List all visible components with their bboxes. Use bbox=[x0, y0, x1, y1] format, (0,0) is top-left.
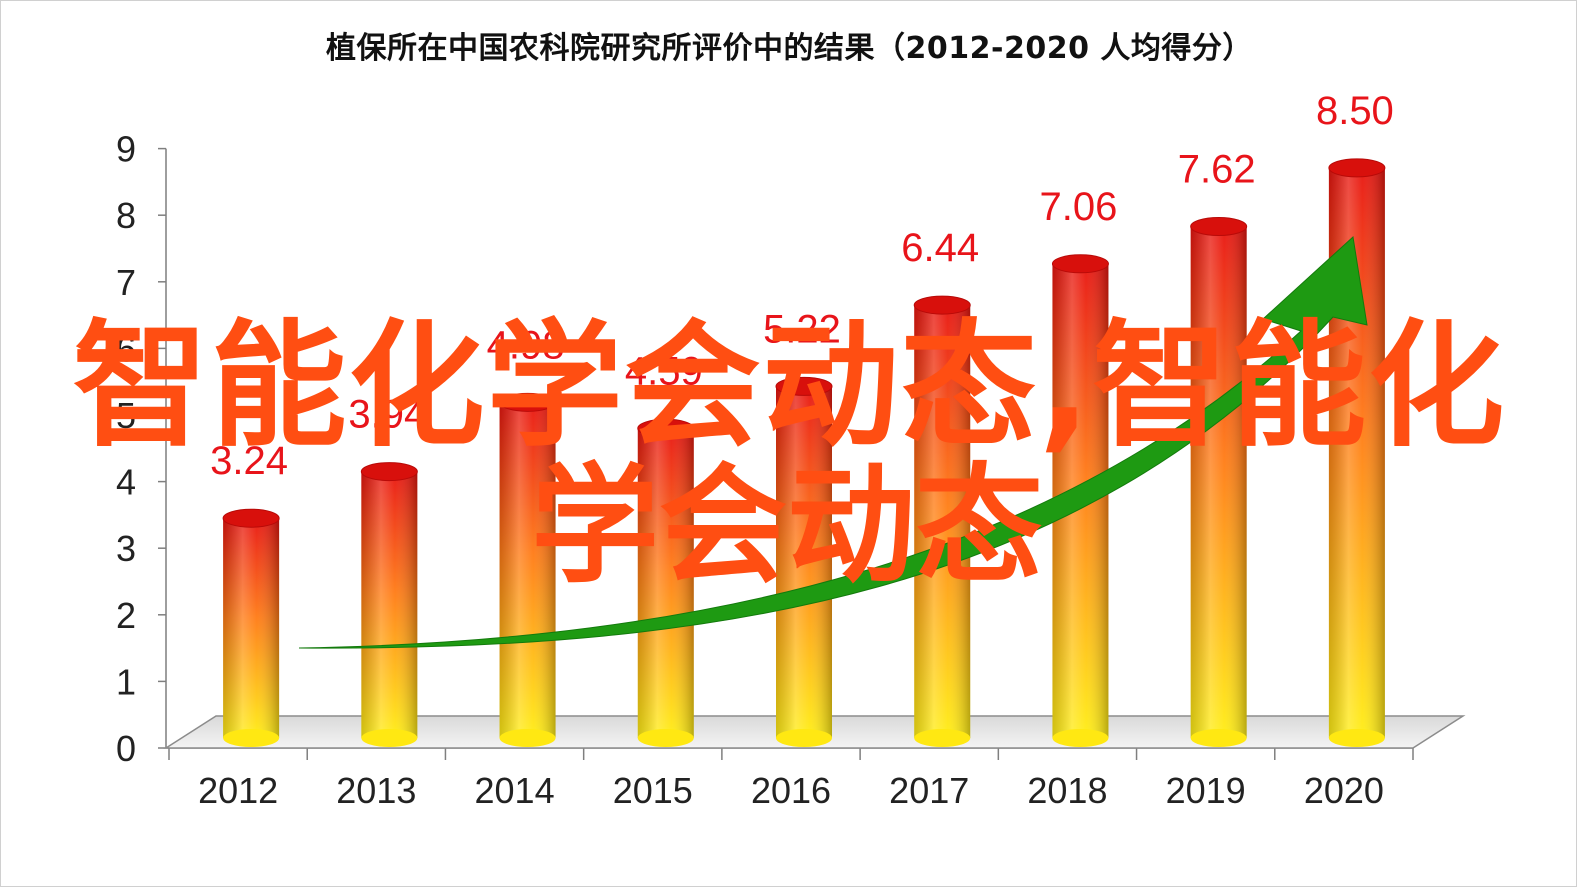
data-label-2017: 6.44 bbox=[901, 226, 979, 270]
x-tick-label: 2018 bbox=[1027, 770, 1107, 811]
bar-2012 bbox=[222, 508, 280, 747]
bar-shading bbox=[223, 518, 280, 738]
y-tick-label: 3 bbox=[116, 528, 136, 569]
y-tick-label: 8 bbox=[116, 195, 136, 236]
y-tick-label: 5 bbox=[116, 395, 136, 436]
x-tick-label: 2019 bbox=[1166, 770, 1246, 811]
bar-base bbox=[1052, 729, 1109, 747]
bar-2017 bbox=[913, 295, 971, 747]
bar-base bbox=[637, 729, 694, 747]
bar-base bbox=[1328, 729, 1385, 747]
bar-2015 bbox=[637, 418, 695, 747]
bar-cap bbox=[1328, 158, 1386, 178]
y-tick-label: 0 bbox=[116, 728, 136, 769]
x-tick-label: 2015 bbox=[613, 770, 693, 811]
y-tick-label: 2 bbox=[116, 595, 136, 636]
bar-cap bbox=[1051, 254, 1109, 274]
bar-shading bbox=[637, 428, 694, 738]
data-label-2012: 3.24 bbox=[210, 439, 288, 483]
watermark-text-line-1: 智能化学会动态,智能化 bbox=[72, 308, 1507, 466]
bar-shading bbox=[1190, 226, 1247, 738]
axis-layer: 0 1 2 3 4 5 6 7 8 9 2012 2013 2014 2015 2016 2017 2018 20… bbox=[116, 129, 1414, 811]
bar-cap bbox=[775, 376, 833, 396]
bar-cap bbox=[1190, 217, 1248, 237]
bar-cap bbox=[637, 418, 695, 438]
bar-base bbox=[776, 729, 832, 747]
bar-cap bbox=[222, 508, 280, 528]
bar-cap bbox=[499, 392, 557, 412]
y-tick-label: 9 bbox=[116, 129, 136, 170]
x-tick-label: 2017 bbox=[889, 770, 969, 811]
data-label-2020: 8.50 bbox=[1316, 89, 1394, 133]
x-tick-label: 2020 bbox=[1304, 770, 1384, 811]
bar-base bbox=[499, 729, 556, 747]
bar-2013 bbox=[360, 462, 418, 747]
x-tick-label: 2016 bbox=[751, 770, 831, 811]
bar-2016 bbox=[775, 376, 833, 747]
y-tick-label: 6 bbox=[116, 328, 136, 369]
x-tick-label: 2014 bbox=[475, 770, 555, 811]
trend-arrow-layer bbox=[298, 236, 1368, 649]
data-label-2019: 7.62 bbox=[1178, 148, 1256, 192]
bar-cap bbox=[913, 295, 971, 315]
y-tick-label: 7 bbox=[116, 262, 136, 303]
bar-base bbox=[361, 729, 418, 747]
bar-shading bbox=[361, 471, 418, 738]
bar-2019 bbox=[1190, 217, 1248, 747]
bar-2018 bbox=[1051, 254, 1109, 747]
bar-2014 bbox=[499, 392, 557, 747]
x-tick-label: 2013 bbox=[336, 770, 416, 811]
bar-shading bbox=[499, 402, 556, 738]
bars-layer bbox=[222, 158, 1386, 747]
data-label-2016: 5.22 bbox=[763, 307, 841, 351]
x-tick-label: 2012 bbox=[198, 770, 278, 811]
data-label-2018: 7.06 bbox=[1040, 185, 1118, 229]
chart-title: 植保所在中国农科院研究所评价中的结果（2012-2020 人均得分） bbox=[326, 31, 1253, 66]
bar-shading bbox=[776, 386, 832, 738]
watermark-text-line-2: 学会动态 bbox=[530, 452, 1043, 601]
data-label-2014: 4.98 bbox=[487, 323, 565, 367]
bar-base bbox=[914, 729, 971, 747]
data-label-2013: 3.94 bbox=[348, 393, 426, 437]
bar-base bbox=[1190, 729, 1247, 747]
bar-base bbox=[223, 729, 280, 747]
data-label-2015: 4.59 bbox=[625, 349, 703, 393]
data-labels-layer: 3.24 3.94 4.98 4.59 5.22 6.44 7.06 7.62 8.50 bbox=[210, 89, 1394, 483]
y-tick-label: 4 bbox=[116, 462, 136, 503]
bar-cap bbox=[360, 462, 418, 482]
trend-arrow bbox=[298, 236, 1368, 649]
bar-shading bbox=[914, 305, 971, 738]
y-tick-label: 1 bbox=[116, 661, 136, 702]
